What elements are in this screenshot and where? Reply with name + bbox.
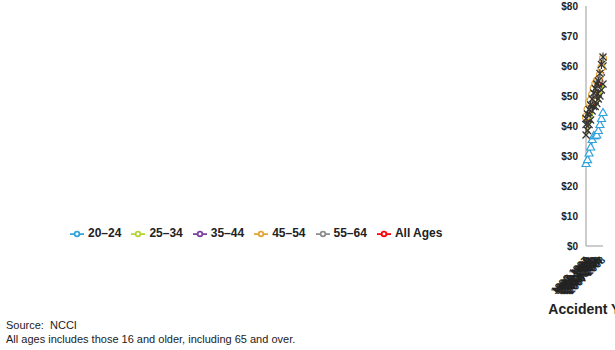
html-text:45–54: 45–54 bbox=[272, 226, 306, 240]
svg-text:2005-2006: 2005-2006 bbox=[562, 254, 605, 297]
svg-text:$10: $10 bbox=[561, 211, 578, 222]
html-text:20–24: 20–24 bbox=[88, 226, 122, 240]
svg-text:$30: $30 bbox=[561, 151, 578, 162]
svg-text:Accident Year: Accident Year bbox=[548, 301, 607, 317]
html-text:55–64: 55–64 bbox=[333, 226, 367, 240]
svg-text:2003-2004: 2003-2004 bbox=[559, 254, 602, 297]
svg-text:$70: $70 bbox=[561, 31, 578, 42]
svg-text:2007-2008: 2007-2008 bbox=[566, 254, 607, 296]
html-text:All Ages: All Ages bbox=[394, 226, 443, 240]
svg-text:$0: $0 bbox=[567, 241, 579, 252]
svg-text:2006-2007: 2006-2007 bbox=[564, 254, 606, 297]
html-text:All ages includes those 16 and: All ages includes those 16 and older, in… bbox=[6, 333, 296, 345]
html-text:25–34: 25–34 bbox=[149, 226, 183, 240]
html-text:Source: NCCI: Source: NCCI bbox=[6, 319, 77, 331]
svg-text:$40: $40 bbox=[561, 121, 578, 132]
svg-text:2004-2005: 2004-2005 bbox=[561, 254, 603, 297]
svg-text:$80: $80 bbox=[561, 1, 578, 12]
svg-text:$50: $50 bbox=[561, 91, 578, 102]
svg-text:$60: $60 bbox=[561, 61, 578, 72]
svg-text:$20: $20 bbox=[561, 181, 578, 192]
html-text:35–44: 35–44 bbox=[210, 226, 245, 240]
